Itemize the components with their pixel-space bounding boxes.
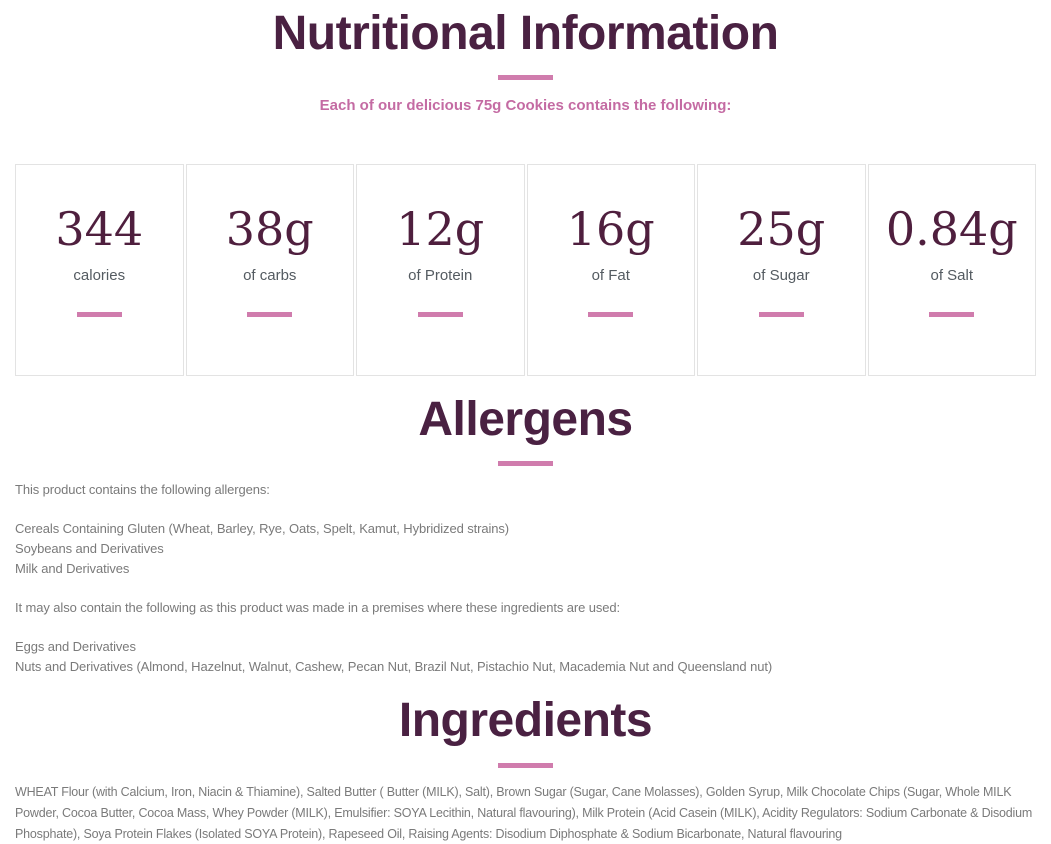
allergens-divider — [498, 461, 553, 467]
card-accent-bar — [247, 312, 293, 318]
nutrition-cards-row: 344 calories 38g of carbs 12g of Protein… — [15, 164, 1036, 377]
allergens-may-contain-list: Eggs and Derivatives Nuts and Derivative… — [15, 637, 1036, 677]
allergen-item: Cereals Containing Gluten (Wheat, Barley… — [15, 521, 510, 537]
allergen-item: Soybeans and Derivatives — [15, 541, 164, 557]
page-title: Nutritional Information — [272, 7, 779, 60]
nutrition-value: 12g — [396, 202, 485, 257]
nutrition-label: calories — [73, 267, 126, 285]
ingredients-divider — [498, 762, 553, 768]
nutrition-card-salt: 0.84g of Salt — [867, 164, 1036, 377]
title-divider — [498, 75, 553, 81]
card-accent-bar — [929, 312, 975, 318]
nutrition-label: of Sugar — [752, 267, 810, 285]
allergens-may-contain-intro: It may also contain the following as thi… — [15, 600, 621, 616]
card-accent-bar — [76, 312, 122, 318]
nutrition-card-fat: 16g of Fat — [526, 164, 695, 377]
nutrition-value: 38g — [225, 202, 314, 257]
nutrition-label: of Fat — [591, 267, 630, 285]
card-accent-bar — [588, 312, 634, 318]
ingredients-heading: Ingredients — [398, 694, 653, 748]
nutrition-card-carbs: 38g of carbs — [185, 164, 354, 377]
nutrition-label: of Protein — [408, 267, 473, 285]
nutrition-value: 0.84g — [885, 202, 1018, 257]
allergen-item: Milk and Derivatives — [15, 561, 130, 577]
page-subtitle: Each of our delicious 75g Cookies contai… — [319, 97, 732, 115]
allergens-section: This product contains the following alle… — [15, 480, 1036, 677]
nutrition-card-protein: 12g of Protein — [356, 164, 525, 377]
allergens-contains-list: Cereals Containing Gluten (Wheat, Barley… — [15, 519, 1036, 579]
nutrition-value: 16g — [566, 202, 655, 257]
nutrition-card-calories: 344 calories — [15, 164, 184, 377]
allergen-item: Nuts and Derivatives (Almond, Hazelnut, … — [15, 659, 773, 675]
allergens-intro: This product contains the following alle… — [15, 482, 270, 498]
nutrition-label: of Salt — [930, 267, 974, 285]
allergen-item: Eggs and Derivatives — [15, 639, 136, 655]
ingredients-text: WHEAT Flour (with Calcium, Iron, Niacin … — [15, 784, 1033, 841]
nutrition-card-sugar: 25g of Sugar — [697, 164, 866, 377]
nutrition-label: of carbs — [243, 267, 297, 285]
card-accent-bar — [758, 312, 804, 318]
nutrition-value: 344 — [55, 202, 144, 257]
card-accent-bar — [417, 312, 463, 318]
allergens-heading: Allergens — [418, 393, 633, 447]
nutrition-value: 25g — [737, 202, 826, 257]
